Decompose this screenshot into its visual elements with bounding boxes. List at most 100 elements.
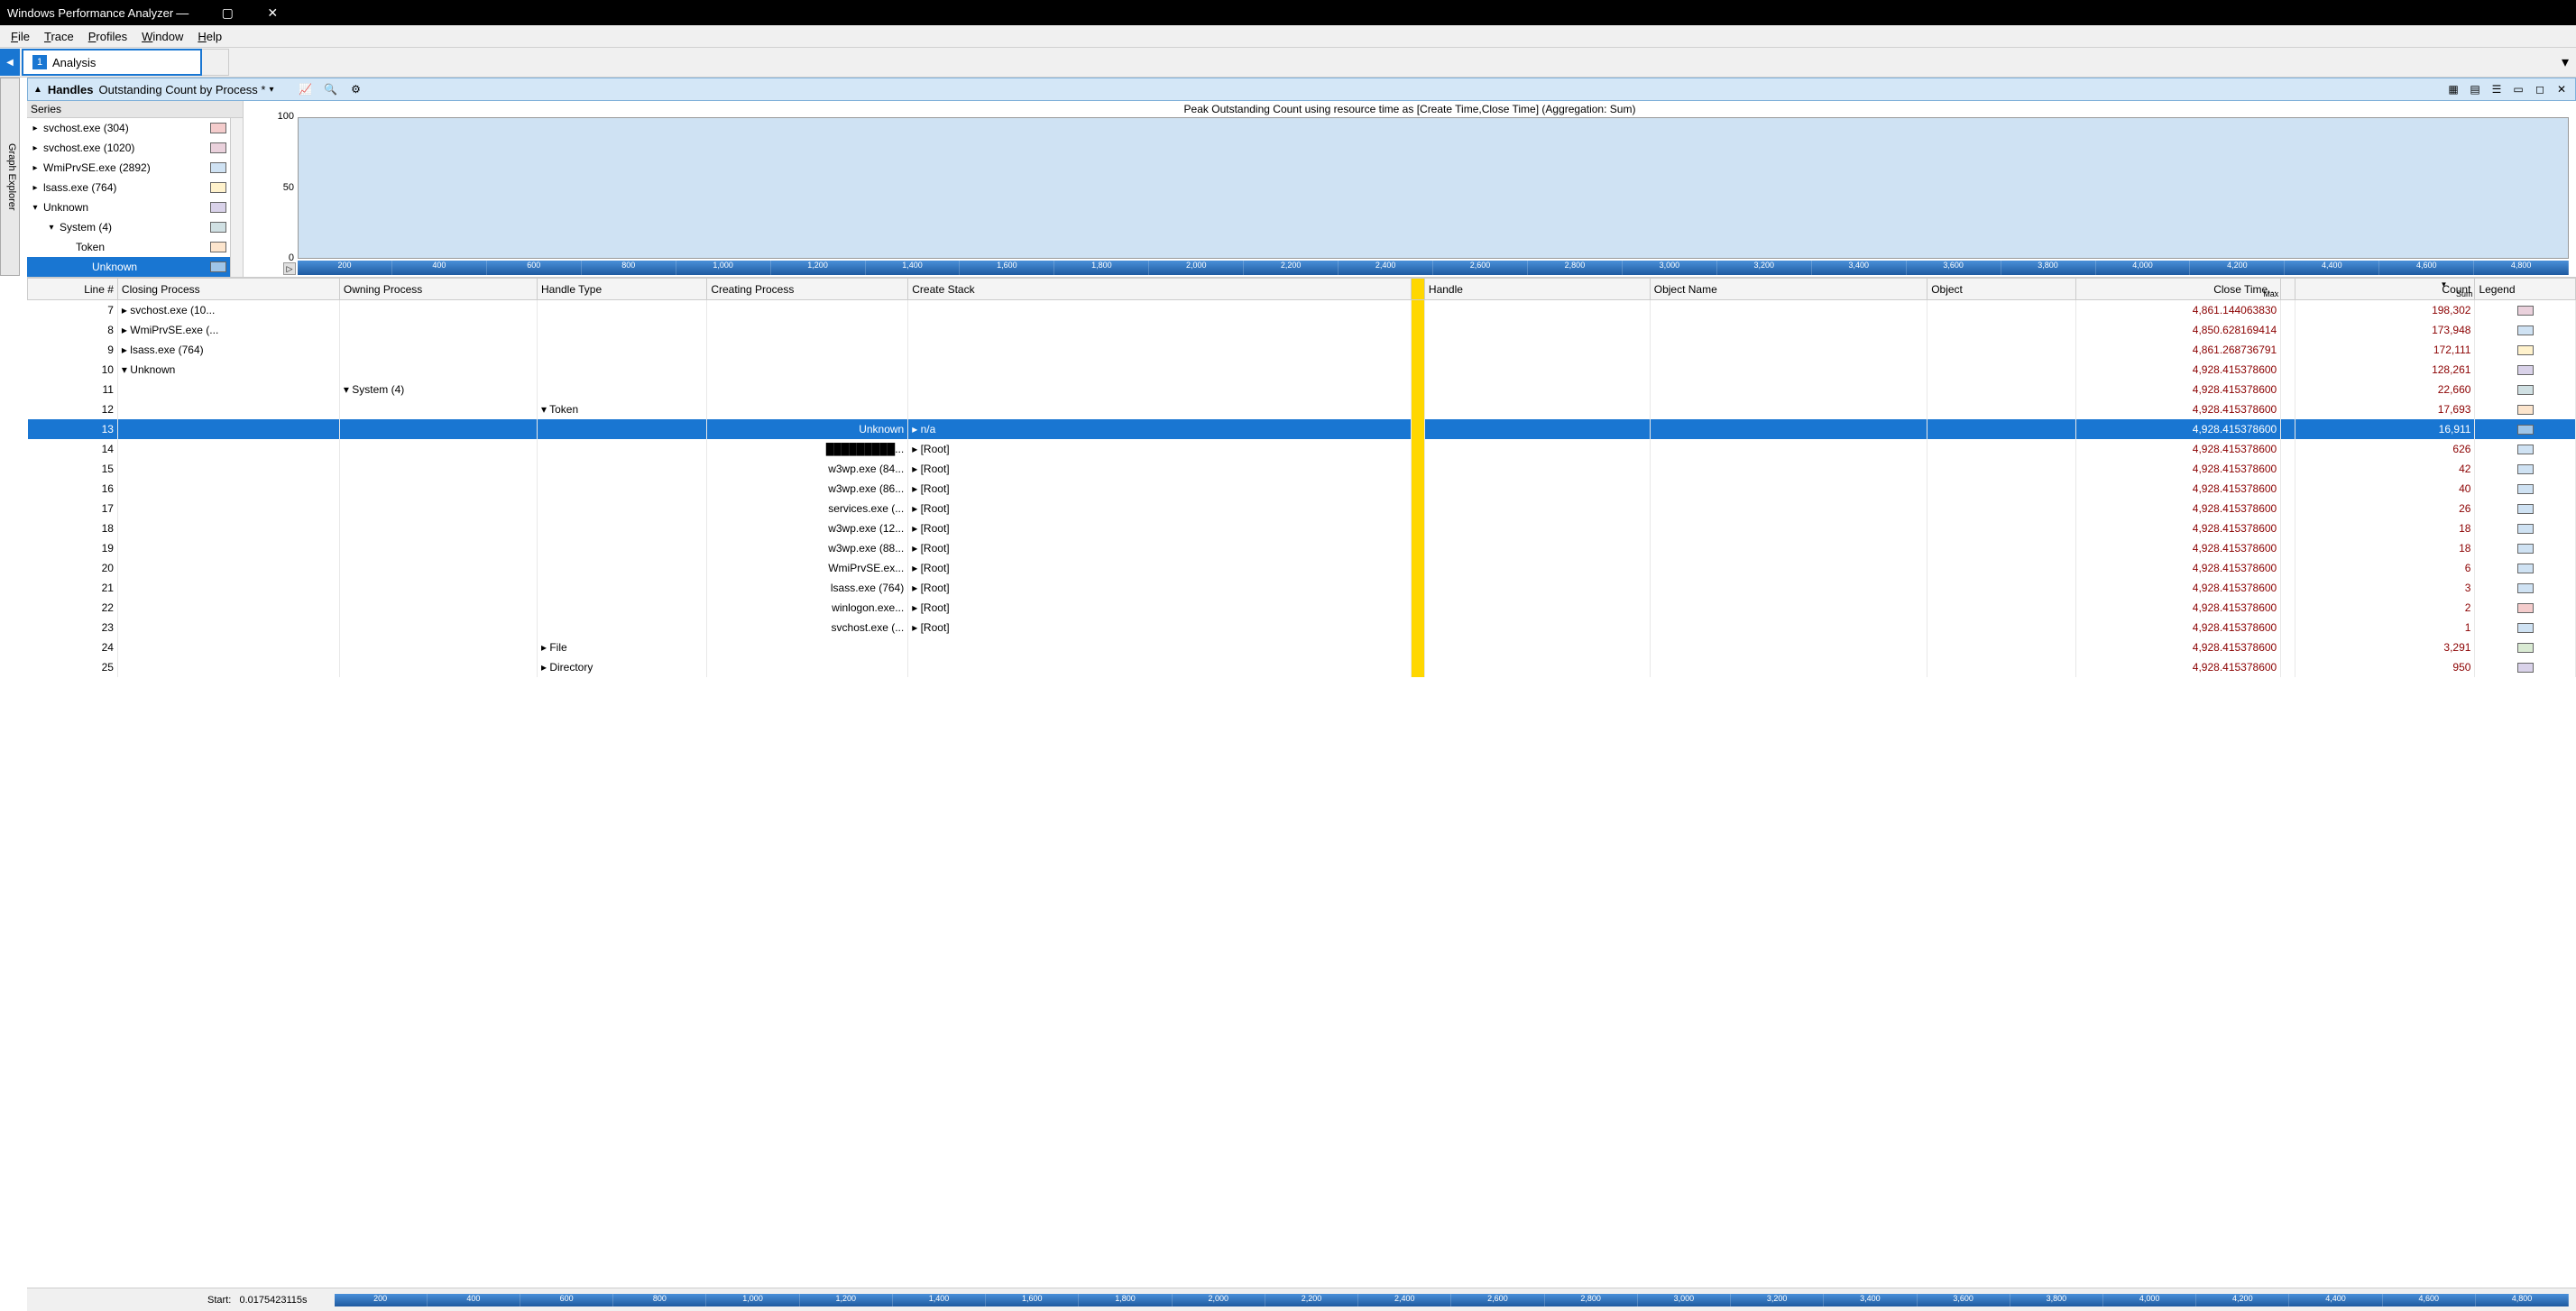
gear-icon[interactable]: ⚙ [348,81,364,97]
cell-handle [1424,360,1650,380]
column-header-closet[interactable]: Close Time...Max [2076,279,2281,300]
table-row[interactable]: 21lsass.exe (764)▸ [Root]4,928.415378600… [28,578,2576,598]
cell-htype [537,459,706,479]
tree-toggle-icon[interactable]: ▾ [31,203,40,213]
cell-legend [2475,380,2576,399]
minimize-icon[interactable]: — [173,4,191,22]
table-row[interactable]: 19w3wp.exe (88...▸ [Root]4,928.415378600… [28,538,2576,558]
table-row[interactable]: 8▸ WmiPrvSE.exe (...4,850.628169414173,9… [28,320,2576,340]
table-row[interactable]: 22winlogon.exe...▸ [Root]4,928.415378600… [28,598,2576,618]
cell-count: 128,261 [2295,360,2475,380]
graph-explorer-tab[interactable]: Graph Explorer [0,78,20,276]
table-row[interactable]: 24▸ File4,928.4153786003,291 [28,637,2576,657]
table-row[interactable]: 17services.exe (...▸ [Root]4,928.4153786… [28,499,2576,518]
series-item[interactable]: ▸ svchost.exe (1020) [27,138,243,158]
maximize-icon[interactable]: ▢ [218,4,236,22]
more-icon[interactable]: ▾ [2562,53,2569,71]
table-row[interactable]: 15w3wp.exe (84...▸ [Root]4,928.415378600… [28,459,2576,479]
cell-handle [1424,637,1650,657]
cell-count: 42 [2295,459,2475,479]
content-area: ▲ Handles Outstanding Count by Process *… [27,78,2576,1311]
layout3-icon[interactable]: ☰ [2489,81,2505,97]
series-item[interactable]: ▾ System (4) [27,217,243,237]
menu-file[interactable]: File [4,28,37,45]
layout5-icon[interactable]: ◻ [2532,81,2548,97]
series-item[interactable]: ▾ Unknown [27,197,243,217]
tab-new-button[interactable] [202,49,229,76]
chart-icon[interactable]: 📈 [298,81,314,97]
chart-xtick: 1,000 [676,261,771,275]
layout1-icon[interactable]: ▦ [2445,81,2461,97]
table-row[interactable]: 14█████████...▸ [Root]4,928.415378600626 [28,439,2576,459]
cell-sep [1411,637,1424,657]
series-item[interactable]: Unknown [27,257,243,277]
tree-toggle-icon[interactable]: ▸ [31,143,40,153]
collapse-icon[interactable]: ▲ [33,85,42,95]
tree-toggle-icon[interactable]: ▸ [31,183,40,193]
chart-area[interactable] [298,117,2569,259]
cell-owning [339,598,537,618]
table-row[interactable]: 7▸ svchost.exe (10...4,861.144063830198,… [28,300,2576,320]
table-row[interactable]: 13Unknown▸ n/a4,928.41537860016,911 [28,419,2576,439]
column-header-oname[interactable]: Object Name [1650,279,1927,300]
series-swatch [210,123,226,133]
table-row[interactable]: 16w3wp.exe (86...▸ [Root]4,928.415378600… [28,479,2576,499]
chart-arrow-icon[interactable]: ▷ [283,262,296,275]
column-header-legend[interactable]: Legend [2475,279,2576,300]
layout2-icon[interactable]: ▤ [2467,81,2483,97]
status-tick: 4,800 [2476,1294,2569,1306]
close-icon[interactable]: ✕ [263,4,281,22]
table-row[interactable]: 23svchost.exe (...▸ [Root]4,928.41537860… [28,618,2576,637]
cell-closing: ▸ lsass.exe (764) [117,340,339,360]
column-header-count[interactable]: CountSum▼ [2295,279,2475,300]
series-item[interactable]: ▸ lsass.exe (764) [27,178,243,197]
status-timeline[interactable]: 2004006008001,0001,2001,4001,6001,8002,0… [335,1294,2569,1306]
menu-window[interactable]: Window [134,28,190,45]
tab-analysis[interactable]: 1 Analysis [22,49,202,76]
table-row[interactable]: 12▾ Token4,928.41537860017,693 [28,399,2576,419]
cell-oname [1650,419,1927,439]
search-icon[interactable]: 🔍 [323,81,339,97]
column-header-creating[interactable]: Creating Process [707,279,908,300]
series-item[interactable]: ▸ svchost.exe (304) [27,118,243,138]
column-header-sep[interactable] [1411,279,1424,300]
column-header-handle[interactable]: Handle [1424,279,1650,300]
cell-handle [1424,518,1650,538]
column-header-line[interactable]: Line # [28,279,118,300]
column-header-obj[interactable]: Object [1927,279,2076,300]
cell-htype: ▸ File [537,637,706,657]
tree-toggle-icon[interactable]: ▾ [47,223,56,233]
column-header-closing[interactable]: Closing Process [117,279,339,300]
cell-count: 40 [2295,479,2475,499]
menu-help[interactable]: Help [190,28,229,45]
menu-profiles[interactable]: Profiles [81,28,134,45]
series-item[interactable]: Token [27,237,243,257]
status-tick: 2,800 [1545,1294,1638,1306]
table-row[interactable]: 11▾ System (4)4,928.41537860022,660 [28,380,2576,399]
tab-label: Analysis [52,56,96,69]
table-row[interactable]: 9▸ lsass.exe (764)4,861.268736791172,111 [28,340,2576,360]
column-header-sep2[interactable] [2281,279,2295,300]
table-row[interactable]: 25▸ Directory4,928.415378600950 [28,657,2576,677]
chart-xaxis[interactable]: 2004006008001,0001,2001,4001,6001,8002,0… [298,261,2569,275]
table-row[interactable]: 18w3wp.exe (12...▸ [Root]4,928.415378600… [28,518,2576,538]
cell-closing [117,439,339,459]
legend-swatch [2517,663,2534,673]
graph-explorer-toggle[interactable]: ◀ [0,49,20,76]
column-header-stack[interactable]: Create Stack [908,279,1411,300]
cell-handle [1424,320,1650,340]
column-header-htype[interactable]: Handle Type [537,279,706,300]
tree-toggle-icon[interactable]: ▸ [31,124,40,133]
cell-sep [1411,340,1424,360]
series-item[interactable]: ▸ WmiPrvSE.exe (2892) [27,158,243,178]
layout4-icon[interactable]: ▭ [2510,81,2526,97]
tree-toggle-icon[interactable]: ▸ [31,163,40,173]
table-row[interactable]: 10▾ Unknown4,928.415378600128,261 [28,360,2576,380]
menu-trace[interactable]: Trace [37,28,81,45]
column-header-owning[interactable]: Owning Process [339,279,537,300]
table-row[interactable]: 20WmiPrvSE.ex...▸ [Root]4,928.4153786006 [28,558,2576,578]
cell-sep2 [2281,657,2295,677]
view-dropdown[interactable]: Outstanding Count by Process * ▾ [98,83,273,96]
series-scrollbar[interactable] [230,118,243,277]
panel-close-icon[interactable]: ✕ [2553,81,2570,97]
